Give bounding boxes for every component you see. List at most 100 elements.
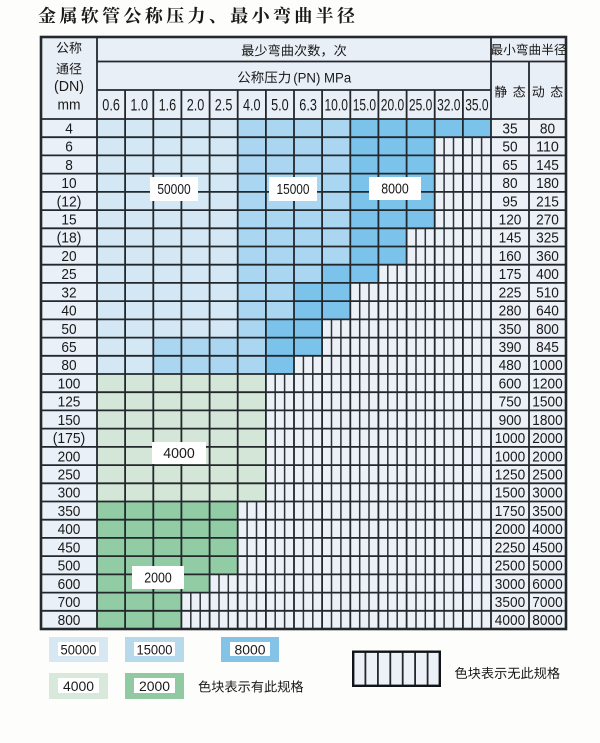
- svg-text:50000: 50000: [61, 642, 97, 657]
- svg-text:4: 4: [65, 121, 73, 137]
- svg-text:15000: 15000: [137, 642, 173, 657]
- svg-text:700: 700: [58, 595, 81, 611]
- svg-text:1.6: 1.6: [159, 97, 177, 115]
- svg-text:6000: 6000: [532, 577, 562, 593]
- svg-text:400: 400: [58, 522, 81, 538]
- svg-text:100: 100: [58, 376, 81, 392]
- svg-text:1500: 1500: [532, 395, 562, 411]
- svg-text:6.3: 6.3: [299, 97, 317, 115]
- svg-text:2500: 2500: [495, 559, 525, 575]
- svg-text:1200: 1200: [532, 376, 562, 392]
- svg-text:40: 40: [61, 304, 76, 320]
- svg-text:360: 360: [536, 249, 559, 265]
- svg-text:80: 80: [540, 121, 555, 137]
- svg-text:8000: 8000: [235, 642, 266, 657]
- svg-text:600: 600: [58, 577, 81, 593]
- svg-text:35: 35: [502, 121, 517, 137]
- svg-text:1750: 1750: [495, 504, 525, 520]
- svg-text:510: 510: [536, 285, 559, 301]
- svg-text:(175): (175): [53, 431, 85, 447]
- svg-text:20.0: 20.0: [381, 97, 404, 115]
- svg-text:(18): (18): [57, 231, 82, 247]
- svg-text:110: 110: [536, 140, 559, 156]
- svg-text:5000: 5000: [532, 559, 562, 575]
- svg-text:80: 80: [502, 176, 517, 192]
- svg-text:2000: 2000: [532, 431, 562, 447]
- svg-text:15000: 15000: [277, 182, 310, 198]
- svg-text:215: 215: [536, 194, 559, 210]
- svg-text:3000: 3000: [495, 577, 525, 593]
- svg-text:4000: 4000: [163, 446, 195, 462]
- svg-text:8000: 8000: [532, 613, 562, 629]
- svg-text:2.5: 2.5: [215, 97, 233, 115]
- svg-text:20: 20: [61, 249, 76, 265]
- svg-text:8: 8: [65, 158, 73, 174]
- svg-text:600: 600: [499, 376, 522, 392]
- svg-text:150: 150: [58, 413, 81, 429]
- svg-text:15: 15: [61, 213, 76, 229]
- svg-text:225: 225: [499, 285, 522, 301]
- svg-text:3500: 3500: [532, 504, 562, 520]
- svg-text:1500: 1500: [495, 486, 525, 502]
- svg-text:10.0: 10.0: [325, 97, 348, 115]
- svg-text:50: 50: [502, 140, 517, 156]
- svg-text:4000: 4000: [532, 522, 562, 538]
- svg-text:50: 50: [61, 322, 76, 338]
- svg-text:800: 800: [536, 322, 559, 338]
- svg-text:3000: 3000: [532, 486, 562, 502]
- svg-text:95: 95: [502, 194, 517, 210]
- svg-text:300: 300: [58, 486, 81, 502]
- svg-text:4500: 4500: [532, 540, 562, 556]
- svg-text:145: 145: [499, 231, 522, 247]
- svg-text:2000: 2000: [144, 571, 172, 587]
- svg-text:270: 270: [536, 213, 559, 229]
- svg-text:10: 10: [61, 176, 76, 192]
- svg-text:480: 480: [499, 358, 522, 374]
- svg-text:15.0: 15.0: [353, 97, 376, 115]
- svg-text:5.0: 5.0: [271, 97, 289, 115]
- svg-text:800: 800: [58, 613, 81, 629]
- svg-text:mm: mm: [58, 98, 81, 114]
- svg-text:6: 6: [65, 140, 73, 156]
- svg-text:2250: 2250: [495, 540, 525, 556]
- svg-text:1000: 1000: [532, 358, 562, 374]
- svg-text:2000: 2000: [139, 679, 170, 694]
- svg-text:250: 250: [58, 468, 81, 484]
- svg-text:32: 32: [61, 285, 76, 301]
- svg-text:25: 25: [61, 267, 76, 283]
- svg-text:8000: 8000: [381, 182, 409, 198]
- svg-text:750: 750: [499, 395, 522, 411]
- svg-text:50000: 50000: [157, 182, 190, 198]
- svg-text:1250: 1250: [495, 468, 525, 484]
- svg-text:325: 325: [536, 231, 559, 247]
- svg-text:(12): (12): [57, 194, 82, 210]
- svg-text:4000: 4000: [495, 613, 525, 629]
- svg-text:200: 200: [58, 449, 81, 465]
- svg-text:2000: 2000: [495, 522, 525, 538]
- svg-text:0.6: 0.6: [102, 97, 120, 115]
- svg-text:450: 450: [58, 540, 81, 556]
- svg-text:845: 845: [536, 340, 559, 356]
- svg-text:35.0: 35.0: [465, 97, 488, 115]
- svg-text:280: 280: [499, 304, 522, 320]
- svg-text:180: 180: [536, 176, 559, 192]
- svg-text:4000: 4000: [63, 679, 94, 694]
- svg-text:145: 145: [536, 158, 559, 174]
- svg-text:1000: 1000: [495, 431, 525, 447]
- svg-text:80: 80: [61, 358, 76, 374]
- svg-text:350: 350: [499, 322, 522, 338]
- svg-text:125: 125: [58, 395, 81, 411]
- svg-text:4.0: 4.0: [243, 97, 261, 115]
- svg-text:400: 400: [536, 267, 559, 283]
- svg-text:2.0: 2.0: [187, 97, 205, 115]
- svg-text:640: 640: [536, 304, 559, 320]
- svg-text:3500: 3500: [495, 595, 525, 611]
- svg-text:390: 390: [499, 340, 522, 356]
- svg-text:32.0: 32.0: [437, 97, 460, 115]
- svg-text:500: 500: [58, 559, 81, 575]
- svg-text:2000: 2000: [532, 449, 562, 465]
- svg-text:(PN) MPa: (PN) MPa: [293, 70, 351, 86]
- svg-text:65: 65: [61, 340, 76, 356]
- svg-text:25.0: 25.0: [409, 97, 432, 115]
- svg-text:175: 175: [499, 267, 522, 283]
